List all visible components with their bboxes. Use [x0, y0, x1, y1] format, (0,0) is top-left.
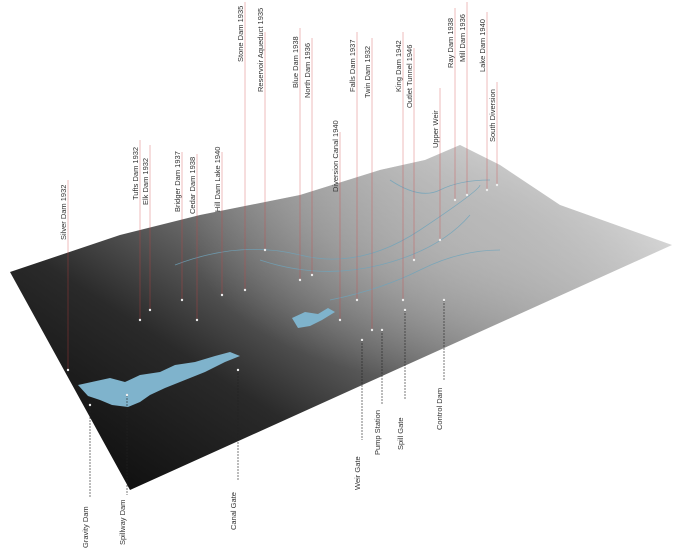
site-label: Lake Dam 1940 [478, 19, 487, 72]
site-label: Blue Dam 1938 [291, 36, 300, 88]
site-point [236, 368, 240, 372]
site-point [88, 403, 92, 407]
site-point [310, 273, 314, 277]
site-label: Reservoir Aqueduct 1935 [256, 8, 265, 92]
site-point [180, 298, 184, 302]
site-point [263, 248, 267, 252]
site-point [438, 238, 442, 242]
site-label: Pump Station [373, 410, 382, 455]
site-point [338, 318, 342, 322]
site-point [465, 193, 469, 197]
site-label: Silver Dam 1932 [59, 185, 68, 240]
site-point [298, 278, 302, 282]
site-label: Gravity Dam [81, 506, 90, 548]
site-point [442, 298, 446, 302]
site-label: Upper Weir [431, 110, 440, 148]
site-point [66, 368, 70, 372]
site-label: Diversion Canal 1940 [331, 120, 340, 192]
site-label: Hill Dam Lake 1940 [213, 147, 222, 212]
site-point [243, 288, 247, 292]
site-label: Outlet Tunnel 1946 [405, 45, 414, 108]
site-point [380, 328, 384, 332]
site-point [403, 308, 407, 312]
lake [292, 308, 335, 328]
site-point [355, 298, 359, 302]
site-label: Elk Dam 1932 [141, 158, 150, 205]
site-label: Spillway Dam [118, 500, 127, 545]
site-label: Bridger Dam 1937 [173, 151, 182, 212]
site-label: Control Dam [435, 388, 444, 430]
site-point [220, 293, 224, 297]
labels: Silver Dam 1932 Tufts Dam 1932 Elk Dam 193… [59, 2, 499, 548]
terrain-relief [10, 145, 672, 490]
site-point [412, 258, 416, 262]
site-label: Canal Gate [229, 492, 238, 530]
site-point [495, 183, 499, 187]
site-label: Spill Gate [396, 417, 405, 450]
site-label: South Diversion [488, 89, 497, 142]
site-point [453, 198, 457, 202]
site-label: Ray Dam 1938 [446, 18, 455, 68]
site-label: North Dam 1936 [303, 43, 312, 98]
site-point [125, 393, 129, 397]
site-label: Twin Dam 1932 [363, 46, 372, 98]
site-point [370, 328, 374, 332]
rivers [174, 179, 501, 301]
coastline-water [78, 352, 240, 407]
site-label: Mill Dam 1936 [458, 14, 467, 62]
site-point [485, 188, 489, 192]
site-label: Weir Gate [353, 456, 362, 490]
site-label: Stone Dam 1935 [236, 6, 245, 62]
site-label: Tufts Dam 1932 [131, 147, 140, 200]
site-point [360, 338, 364, 342]
site-point [138, 318, 142, 322]
site-label: King Dam 1942 [394, 40, 403, 92]
site-point [195, 318, 199, 322]
site-label: Falls Dam 1937 [348, 39, 357, 92]
site-label: Cedar Dam 1938 [188, 157, 197, 214]
site-point [148, 308, 152, 312]
site-point [401, 298, 405, 302]
